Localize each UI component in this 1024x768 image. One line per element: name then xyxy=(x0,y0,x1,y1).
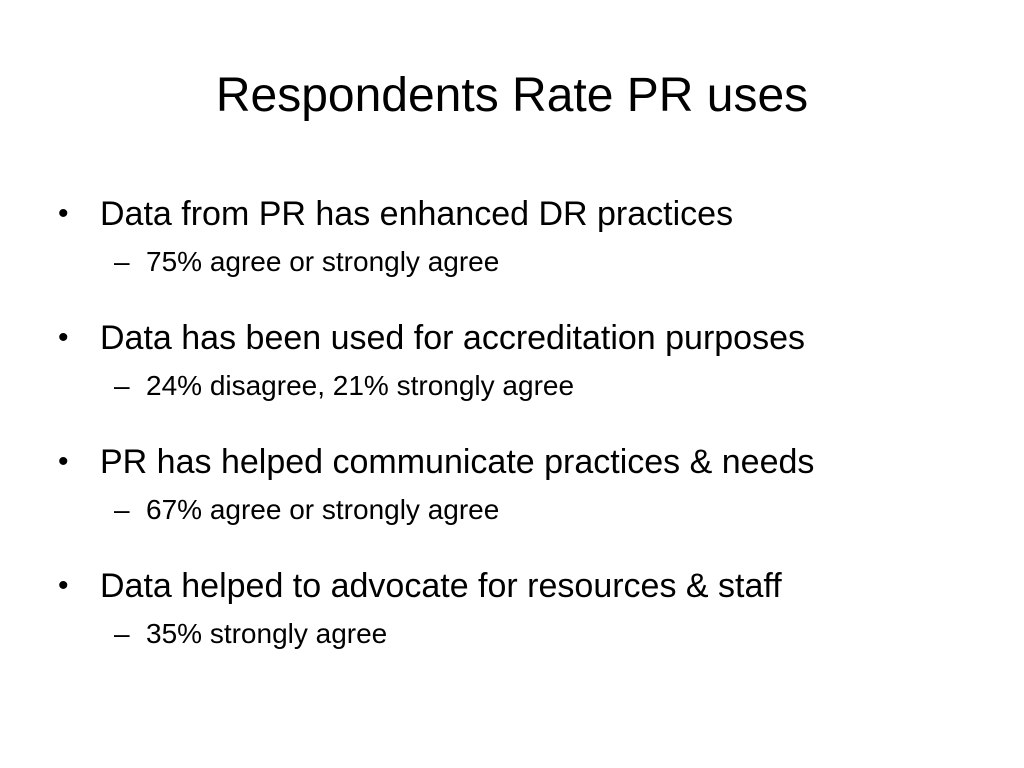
bullet-row: • Data has been used for accreditation p… xyxy=(58,312,988,366)
bullet-text: Data from PR has enhanced DR practices xyxy=(100,195,734,233)
bullet-list: • Data from PR has enhanced DR practices… xyxy=(58,188,988,684)
sub-bullet-dash: – xyxy=(114,494,130,525)
sub-bullet-text: 75% agree or strongly agree xyxy=(146,246,500,277)
sub-bullet-dash: – xyxy=(114,246,130,277)
slide-title: Respondents Rate PR uses xyxy=(215,69,809,122)
bullet-dot: • xyxy=(58,445,69,478)
bullet-row: • Data helped to advocate for resources … xyxy=(58,560,988,614)
bullet-item: • Data has been used for accreditation p… xyxy=(58,312,988,436)
bullet-dot: • xyxy=(58,197,69,230)
sub-bullet-row: – 67% agree or strongly agree xyxy=(58,490,988,560)
bullet-text: Data helped to advocate for resources & … xyxy=(100,567,782,605)
bullet-row: • PR has helped communicate practices & … xyxy=(58,436,988,490)
sub-bullet-dash: – xyxy=(114,370,130,401)
bullet-row: • Data from PR has enhanced DR practices xyxy=(58,188,988,242)
sub-bullet-row: – 75% agree or strongly agree xyxy=(58,242,988,312)
bullet-item: • PR has helped communicate practices & … xyxy=(58,436,988,560)
sub-bullet-text: 35% strongly agree xyxy=(146,618,388,649)
sub-bullet-text: 24% disagree, 21% strongly agree xyxy=(146,370,575,401)
bullet-item: • Data helped to advocate for resources … xyxy=(58,560,988,684)
bullet-dot: • xyxy=(58,321,69,354)
sub-bullet-row: – 24% disagree, 21% strongly agree xyxy=(58,366,988,436)
sub-bullet-row: – 35% strongly agree xyxy=(58,614,988,684)
bullet-text: Data has been used for accreditation pur… xyxy=(100,319,806,357)
sub-bullet-text: 67% agree or strongly agree xyxy=(146,494,500,525)
bullet-item: • Data from PR has enhanced DR practices… xyxy=(58,188,988,312)
sub-bullet-dash: – xyxy=(114,618,130,649)
bullet-dot: • xyxy=(58,569,69,602)
bullet-text: PR has helped communicate practices & ne… xyxy=(100,443,815,481)
